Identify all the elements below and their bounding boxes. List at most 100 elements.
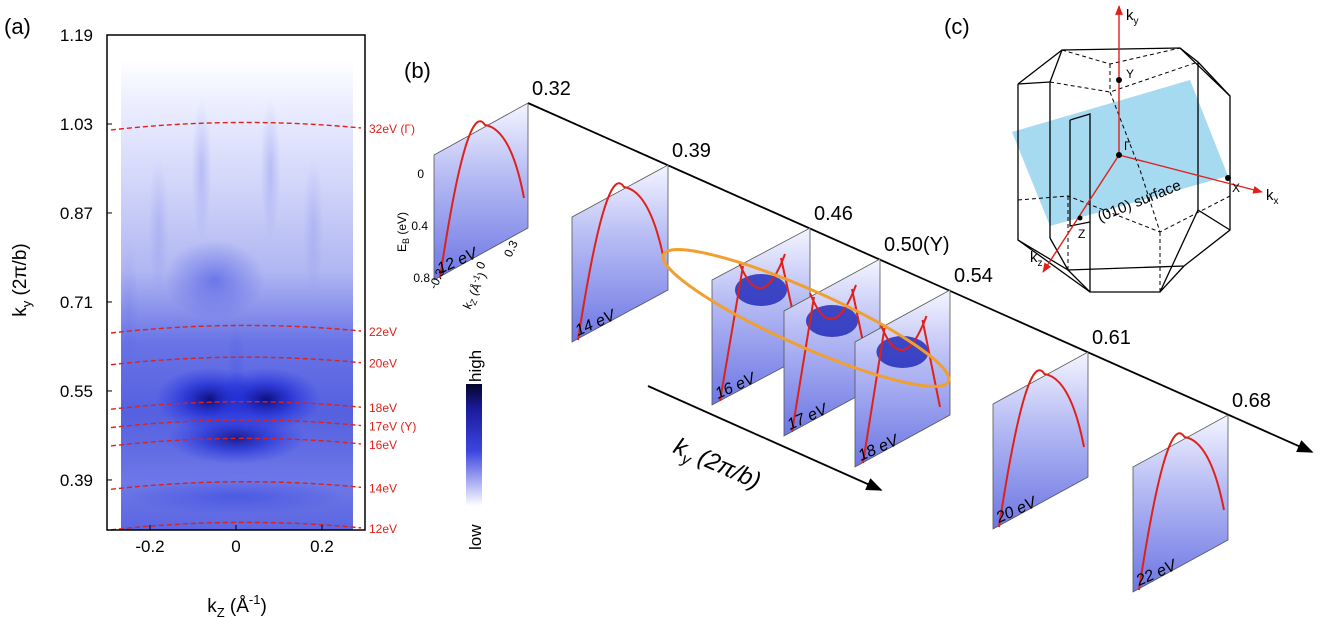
ky-secondary-axis-label: ky (2π/b): [668, 433, 765, 499]
spectrum-image: [1132, 414, 1229, 593]
band-dispersion: [439, 120, 525, 279]
x-tick-label: 0: [231, 537, 240, 556]
cut-label: 22eV: [369, 325, 397, 339]
spectral-intensity: [735, 274, 787, 306]
y-tick-label: 1.03: [60, 115, 93, 134]
heatmap-blob: [166, 412, 306, 465]
z-point-label: Z: [1078, 227, 1085, 241]
color-scale-gradient: [466, 384, 482, 506]
band-dispersion: [791, 296, 815, 433]
spectra-ytick-2: 0.8: [413, 271, 430, 285]
spectrum-panel: 14 eV: [571, 164, 669, 343]
x-point-label: X: [1232, 181, 1240, 195]
cut-line: [110, 481, 362, 490]
heatmap-streak: [118, 237, 139, 378]
heatmap-streak: [260, 98, 281, 239]
cut-label: 16eV: [369, 438, 397, 452]
cut-line: [110, 121, 362, 131]
x-tick-label: -0.2: [135, 537, 164, 556]
y-point-label: Y: [1126, 67, 1134, 81]
color-scale-high-label: high: [466, 350, 485, 382]
spectrum-panel: 20 eV: [992, 351, 1089, 530]
highlight-ellipse: [661, 248, 951, 388]
band-dispersion: [577, 182, 665, 341]
cut-label: 17eV (Y): [369, 420, 416, 434]
spectrum-image: [433, 102, 529, 281]
spectrum-image: [571, 164, 669, 343]
ky-tick-label: 0.50(Y): [884, 234, 950, 256]
brillouin-zone: [1017, 47, 1231, 293]
ky-tick-label: 0.46: [814, 203, 853, 225]
gamma-point: [1116, 152, 1122, 158]
x-tick-labels: -0.2 0 0.2: [135, 525, 334, 556]
ky-tick-labels: 0.32 0.39 0.46 0.50(Y)0.54 0.61 0.68: [532, 78, 1271, 412]
spectra-ytick-1: 0.4: [411, 219, 428, 233]
heatmap-blob: [164, 239, 265, 320]
cut-label: 14eV: [369, 481, 397, 495]
y-tick-label: 0.39: [60, 471, 93, 490]
y-tick-label: 0.71: [60, 293, 93, 312]
y-point: [1116, 77, 1122, 83]
z-point: [1077, 215, 1083, 221]
x-point: [1225, 175, 1231, 181]
kz-axis-label: kz: [1030, 249, 1043, 269]
y-tick-label: 0.55: [60, 382, 93, 401]
cut-line: [110, 437, 362, 447]
cut-line: [110, 400, 362, 410]
band-dispersion: [738, 253, 786, 290]
band-dispersion: [719, 265, 744, 402]
kz-axis: [1042, 154, 1120, 273]
panel-c-label: (c): [944, 14, 970, 39]
gamma-point-label: Γ: [1124, 139, 1131, 153]
color-scale-low-label: low: [466, 524, 485, 550]
cut-label: 32eV (Γ): [369, 122, 415, 136]
ky-axis-label: ky: [1126, 7, 1139, 27]
y-tick-label: 1.19: [60, 26, 93, 45]
panel-a: (a) 32eV (Γ) 22eV 20eV 18eV 17eV (Y) 16eV 14eV…: [4, 14, 416, 618]
cut-label: 18eV: [369, 401, 397, 415]
spectrum-panel: 22 eV: [1132, 414, 1229, 593]
spectral-intensity: [806, 305, 858, 337]
ky-tick-label: 0.32: [532, 78, 571, 100]
color-scale-bar: high low: [466, 350, 485, 550]
ky-main-axis: [527, 102, 1314, 453]
ky-tick-label: 0.39: [672, 140, 711, 162]
cut-line: [110, 521, 362, 531]
heatmap-blob: [126, 478, 346, 515]
ky-tick-label: 0.54: [954, 265, 993, 287]
spectra-x-axis-label: kZ (Å-1): [458, 269, 491, 312]
heatmap: [107, 35, 365, 530]
heatmap-streak: [303, 154, 324, 295]
y-tick-label: 0.87: [60, 204, 93, 223]
band-dispersion: [921, 319, 941, 408]
heatmap-streak: [148, 154, 169, 295]
cut-line: [110, 419, 362, 429]
panel-b: (b) 0.32 0.39 0.46 0.50(Y)0.54 0.61 0.68 12 e…: [395, 58, 1314, 593]
spectral-intensity: [876, 336, 929, 368]
band-dispersion: [998, 369, 1085, 528]
spectrum-image: [992, 351, 1089, 530]
ky-tick-label: 0.61: [1092, 327, 1131, 349]
panel-b-label: (b): [404, 58, 431, 83]
spectra-xtick-1: 0: [473, 259, 489, 271]
cut-label: 20eV: [369, 357, 397, 371]
x-tick-label: 0.2: [310, 537, 334, 556]
x-axis-label: kZ (Å-1): [207, 592, 267, 618]
y-axis-label: ky (2π/b): [10, 243, 34, 316]
cut-line: [110, 356, 362, 366]
spectra-y-axis-label: EB (eV): [395, 212, 411, 252]
band-dispersion: [862, 327, 886, 464]
spectra-ytick-0: 0: [417, 167, 424, 181]
panel-a-label: (a): [4, 14, 31, 39]
heatmap-streak: [191, 98, 212, 239]
kx-axis: [1118, 154, 1263, 194]
band-dispersion: [879, 315, 928, 352]
kx-axis-label: kx: [1266, 187, 1279, 207]
cut-line: [110, 324, 362, 334]
panel-c: (c): [944, 5, 1279, 293]
photon-energy-cuts: 32eV (Γ) 22eV 20eV 18eV 17eV (Y) 16eV 14eV 12eV: [110, 121, 416, 536]
spectrum-panel: 12 eV: [433, 102, 529, 281]
ky-secondary-axis: [647, 385, 883, 491]
